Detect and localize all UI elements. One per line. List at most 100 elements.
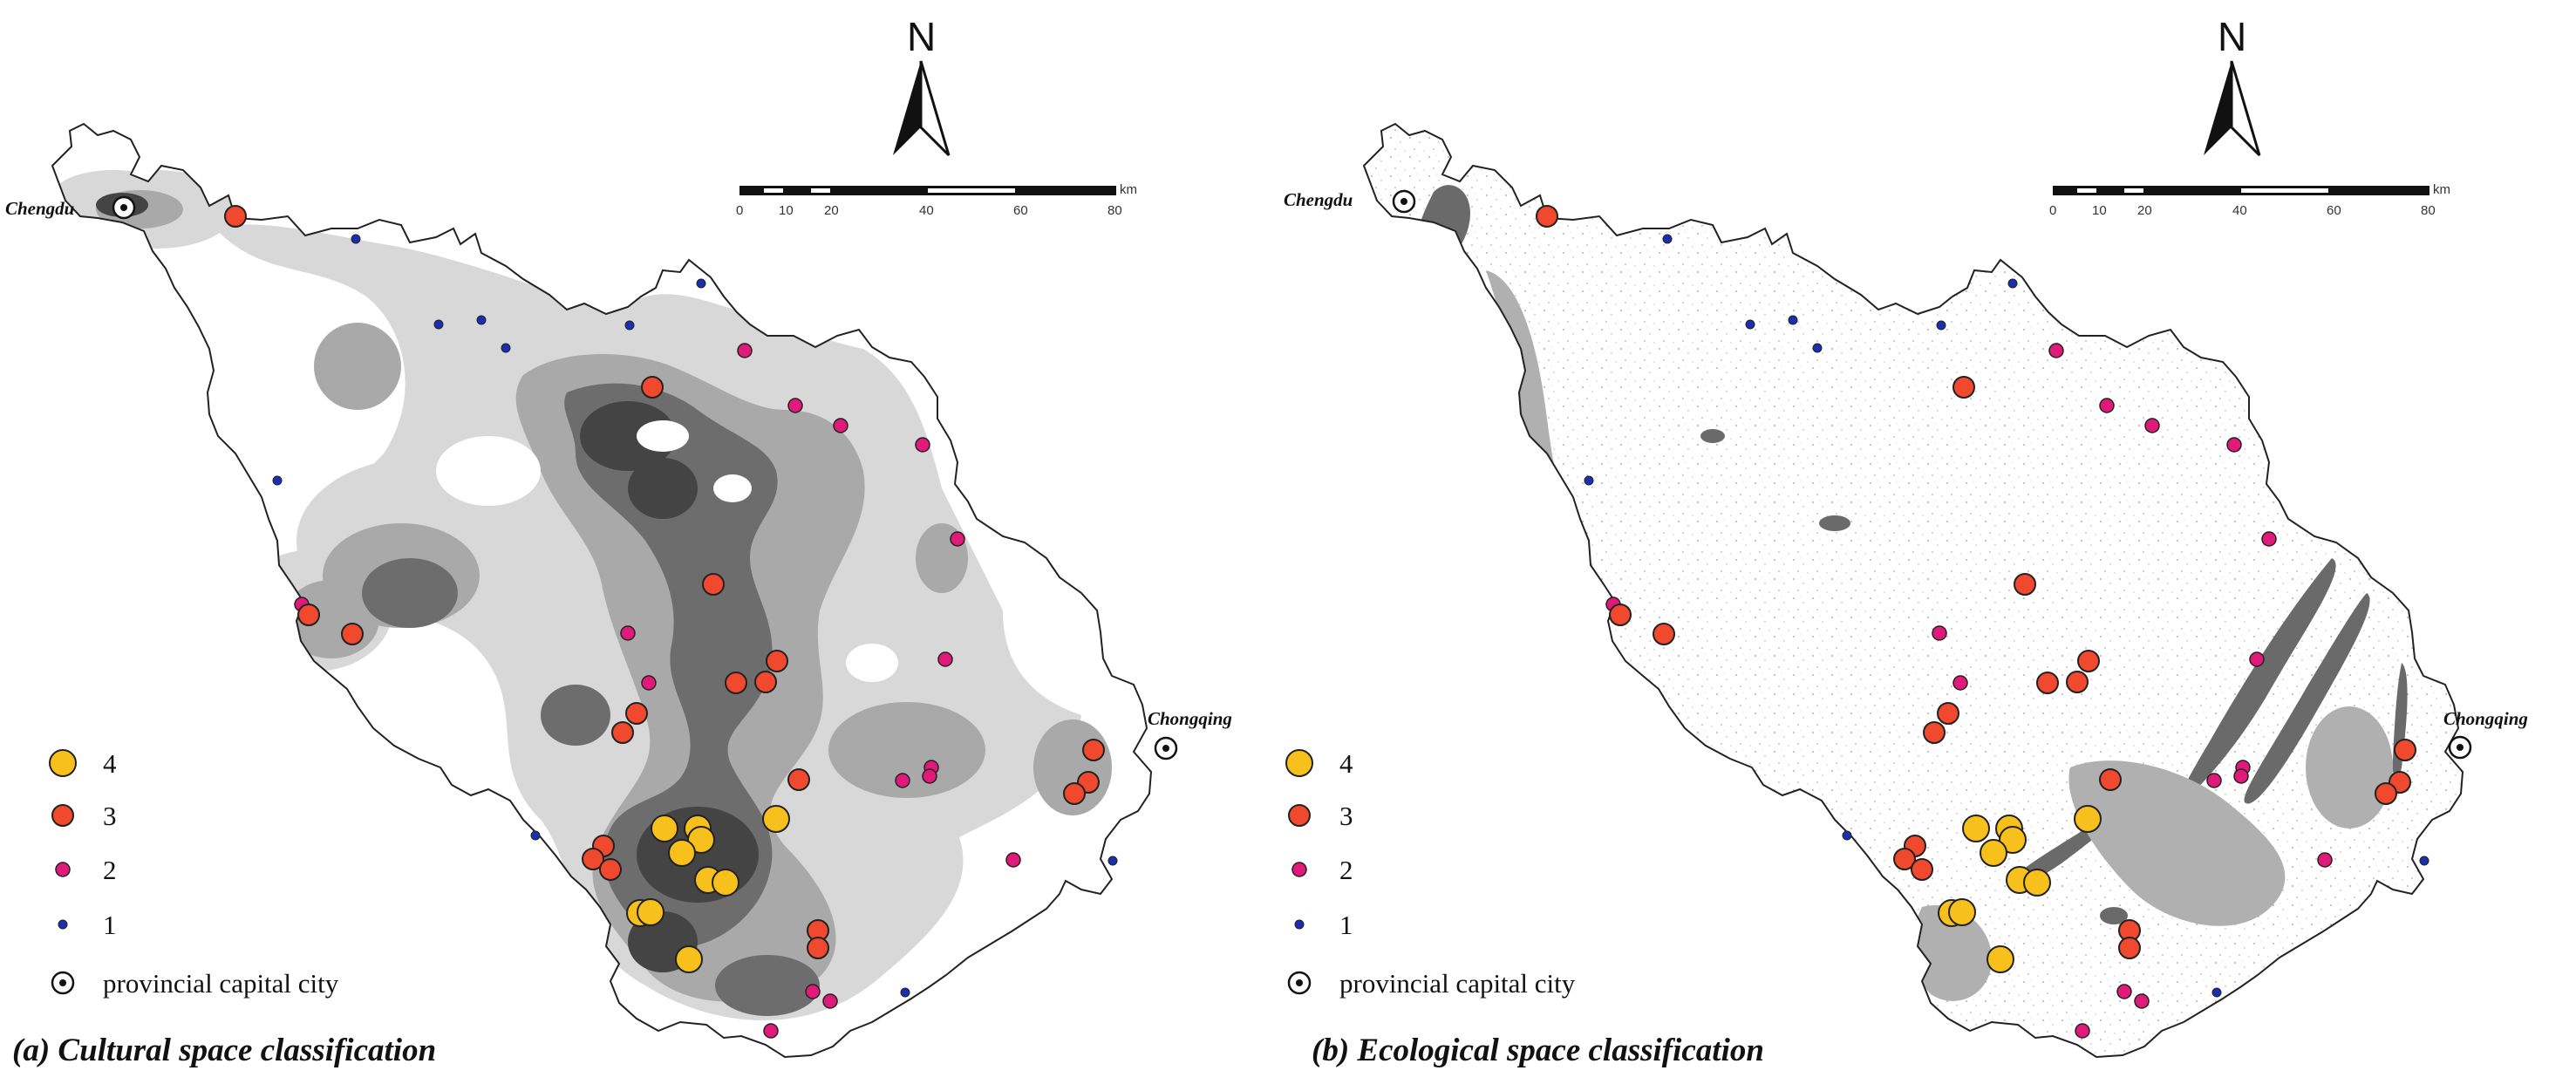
chengdu-label-a: Chengdu	[5, 198, 74, 219]
legend-capital-label: provincial capital city	[103, 968, 339, 999]
site-marker-class-2	[2206, 773, 2222, 788]
site-marker-class-3	[1082, 739, 1105, 761]
scale-tick: 60	[1013, 203, 1028, 218]
site-marker-class-1	[1745, 319, 1755, 330]
scale-tick: 20	[824, 203, 839, 218]
chengdu-marker-a	[112, 195, 136, 220]
site-marker-class-1	[1842, 830, 1852, 841]
site-marker-class-3	[341, 623, 364, 645]
site-marker-class-3	[224, 205, 247, 228]
ecological-landcover-surface	[1364, 124, 2463, 1057]
legend-symbol-class-2	[55, 862, 71, 877]
site-marker-class-3	[297, 603, 320, 626]
site-marker-class-3	[2375, 782, 2397, 805]
north-arrow-b: N	[2204, 14, 2261, 157]
chongqing-label-b: Chongqing	[2443, 708, 2528, 729]
site-markers-cultural	[224, 205, 1118, 1039]
site-marker-class-3	[582, 848, 604, 870]
site-marker-class-4	[1962, 815, 1990, 842]
scale-unit: km	[1120, 182, 1137, 197]
site-marker-class-3	[1536, 205, 1558, 228]
legend-label: 3	[1339, 801, 1353, 831]
site-marker-class-3	[787, 768, 810, 791]
site-marker-class-2	[2317, 852, 2333, 868]
site-marker-class-4	[1948, 898, 1976, 926]
scale-tick: 60	[2327, 203, 2341, 218]
site-marker-class-3	[2099, 768, 2122, 791]
site-marker-class-1	[476, 315, 487, 325]
panel-title-b: (b) Ecological space classification	[1312, 1033, 1764, 1068]
site-marker-class-2	[833, 418, 848, 433]
site-marker-class-1	[1584, 475, 1594, 486]
site-marker-class-3	[766, 650, 788, 672]
north-label: N	[2218, 14, 2246, 59]
site-marker-class-2	[915, 437, 930, 453]
site-marker-class-2	[2226, 437, 2242, 453]
legend-label: 2	[1339, 855, 1353, 885]
scale-tick: 40	[2232, 203, 2247, 218]
site-marker-class-3	[754, 671, 777, 693]
site-marker-class-1	[433, 319, 444, 330]
chongqing-marker-a	[1154, 736, 1178, 760]
scale-tick: 0	[736, 203, 743, 218]
site-marker-class-2	[620, 625, 636, 641]
legend-symbol-class-4	[1285, 749, 1313, 777]
site-marker-class-2	[737, 343, 753, 358]
site-marker-class-4	[1980, 839, 2007, 867]
site-marker-class-1	[1936, 320, 1946, 331]
site-marker-class-3	[1609, 603, 1632, 626]
site-marker-class-3	[702, 573, 725, 596]
site-marker-class-1	[501, 343, 511, 353]
site-marker-class-2	[2249, 651, 2265, 667]
scale-tick: 80	[2421, 203, 2436, 218]
site-marker-class-1	[696, 278, 706, 289]
chengdu-label-b: Chengdu	[1284, 189, 1353, 210]
site-marker-class-1	[1788, 315, 1798, 325]
site-marker-class-2	[1005, 852, 1021, 868]
panel-title-a: (a) Cultural space classification	[12, 1033, 436, 1068]
site-marker-class-2	[805, 984, 821, 999]
site-marker-class-1	[2007, 278, 2018, 289]
chengdu-marker-b	[1392, 189, 1416, 214]
site-marker-class-4	[1987, 945, 2014, 973]
site-marker-class-1	[2419, 856, 2429, 866]
legend-b: 4 3 2 1 provincial capital city	[1285, 748, 1576, 999]
site-marker-class-3	[2394, 739, 2416, 761]
site-marker-class-3	[1937, 702, 1959, 725]
site-marker-class-1	[1662, 234, 1673, 244]
site-marker-class-4	[687, 826, 715, 854]
north-label: N	[907, 14, 936, 59]
site-marker-class-3	[1923, 721, 1946, 744]
site-marker-class-1	[272, 475, 283, 486]
site-marker-class-3	[641, 376, 664, 399]
site-marker-class-3	[807, 937, 829, 959]
site-marker-class-4	[762, 805, 790, 833]
site-marker-class-3	[611, 721, 634, 744]
site-marker-class-3	[2118, 937, 2141, 959]
site-marker-class-4	[668, 839, 696, 867]
chongqing-label-a: Chongqing	[1148, 708, 1232, 729]
legend-label: 3	[103, 801, 117, 831]
north-arrow-a: N	[893, 14, 951, 157]
legend-capital-label: provincial capital city	[1339, 968, 1576, 999]
site-marker-class-4	[637, 898, 664, 926]
site-marker-class-2	[1932, 625, 1947, 641]
legend-symbol-class-1	[1294, 919, 1305, 930]
legend-label: 4	[1339, 748, 1353, 779]
site-marker-class-3	[1063, 782, 1086, 805]
site-marker-class-4	[2074, 805, 2102, 833]
site-marker-class-2	[922, 768, 937, 784]
site-marker-class-3	[2077, 650, 2100, 672]
site-marker-class-3	[725, 672, 747, 694]
site-marker-class-4	[712, 869, 739, 897]
scale-tick: 80	[1107, 203, 1122, 218]
site-marker-class-3	[625, 702, 648, 725]
legend-label: 1	[1339, 910, 1353, 940]
site-marker-class-4	[2023, 869, 2051, 897]
site-marker-class-2	[763, 1023, 779, 1039]
scale-bar-b: 0 10 20 40 60 80 km	[2049, 182, 2450, 218]
site-marker-class-1	[1812, 343, 1823, 353]
site-marker-class-4	[651, 815, 678, 842]
legend-label: 4	[103, 748, 117, 779]
